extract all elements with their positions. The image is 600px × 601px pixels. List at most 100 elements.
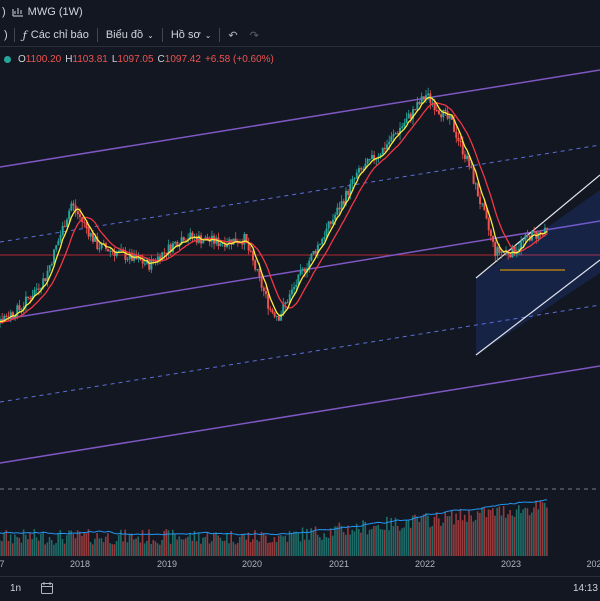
volume-bar xyxy=(543,502,546,556)
volume-bar xyxy=(511,515,514,556)
candle xyxy=(407,113,410,119)
candle xyxy=(42,278,45,289)
volume-bar xyxy=(485,517,488,556)
candle xyxy=(336,207,339,215)
volume-bar xyxy=(226,533,228,556)
volume-bar xyxy=(364,521,367,556)
candle xyxy=(390,136,393,142)
profile-button[interactable]: Hồ sơ ⌄ xyxy=(165,24,218,46)
candle xyxy=(98,248,101,250)
chevron-left-icon[interactable]: ) xyxy=(4,29,8,41)
volume-bar xyxy=(360,532,362,556)
candle xyxy=(5,315,8,318)
volume-bar xyxy=(321,539,323,556)
candle xyxy=(450,115,453,120)
chart-button[interactable]: Biểu đồ ⌄ xyxy=(100,24,160,46)
symbol-label[interactable]: MWG (1W) xyxy=(27,6,83,18)
volume-bar xyxy=(442,522,444,556)
volume-bar xyxy=(53,544,55,556)
candle xyxy=(57,240,60,246)
chart-type-icon[interactable] xyxy=(12,5,24,20)
volume-bar xyxy=(347,525,349,556)
volume-bar xyxy=(524,507,527,556)
volume-bar xyxy=(325,537,328,556)
candle xyxy=(351,179,354,184)
volume-bar xyxy=(18,537,21,556)
candle xyxy=(455,131,458,138)
candle xyxy=(79,214,81,218)
volume-bar xyxy=(429,527,431,556)
redo-icon[interactable]: ↷ xyxy=(249,29,259,42)
volume-bar xyxy=(267,542,269,556)
volume-bar xyxy=(24,534,27,556)
volume-bar xyxy=(113,544,116,556)
volume-bar xyxy=(314,526,317,556)
candle xyxy=(174,241,177,244)
open-label: O xyxy=(18,54,26,65)
volume-bar xyxy=(461,520,464,556)
volume-bar xyxy=(474,519,477,556)
candle xyxy=(243,233,246,245)
chart-label: Biểu đồ xyxy=(105,29,144,41)
candle xyxy=(342,201,345,205)
volume-bar xyxy=(505,517,507,556)
candle xyxy=(327,221,330,229)
volume-bar xyxy=(83,532,85,556)
volume-bar xyxy=(297,532,300,556)
price-chart[interactable] xyxy=(0,46,600,556)
candle xyxy=(448,115,451,119)
candle xyxy=(66,219,69,227)
volume-bar xyxy=(247,532,250,556)
candle xyxy=(85,222,88,229)
volume-bar xyxy=(241,533,243,556)
volume-bar xyxy=(72,534,75,556)
candle xyxy=(368,158,371,160)
candle xyxy=(122,249,125,252)
volume-bar xyxy=(146,540,148,556)
volume-bar xyxy=(425,513,427,556)
volume-bar xyxy=(204,536,207,556)
candle xyxy=(148,259,151,270)
candle xyxy=(282,303,285,314)
volume-bar xyxy=(14,534,16,556)
candle xyxy=(290,289,293,295)
indicators-button[interactable]: ƒ Các chỉ báo xyxy=(17,24,95,46)
candle xyxy=(117,250,120,253)
undo-icon[interactable]: ↶ xyxy=(228,29,238,42)
candle xyxy=(489,230,492,236)
candle xyxy=(496,247,499,256)
candle xyxy=(20,309,23,311)
volume-bar xyxy=(264,535,267,556)
candle xyxy=(459,141,462,143)
volume-bar xyxy=(383,529,386,556)
volume-bar xyxy=(223,540,226,556)
candle xyxy=(167,244,170,254)
clock-time: 14:13 xyxy=(572,583,598,594)
volume-bar xyxy=(388,530,390,556)
candle xyxy=(226,244,229,247)
candle xyxy=(355,172,358,179)
volume-bar xyxy=(405,520,408,556)
volume-bar xyxy=(479,512,481,556)
low-label: L xyxy=(111,54,118,65)
candle xyxy=(427,93,430,96)
volume-bar xyxy=(68,530,70,556)
candle xyxy=(533,231,536,233)
candle xyxy=(321,239,324,244)
candle xyxy=(22,306,25,310)
high-label: H xyxy=(65,54,73,65)
indicators-label: Các chỉ báo xyxy=(30,29,89,41)
volume-bar xyxy=(312,531,315,556)
candle xyxy=(161,252,164,262)
volume-bar xyxy=(215,532,217,556)
candle xyxy=(485,210,488,219)
candle xyxy=(234,238,237,243)
candle xyxy=(316,244,319,254)
candle xyxy=(262,287,265,292)
candle xyxy=(37,288,40,290)
close-value: 1097.42 xyxy=(164,54,201,65)
candle xyxy=(176,241,179,247)
calendar-icon[interactable] xyxy=(40,581,54,598)
candle xyxy=(314,250,317,254)
interval-button[interactable]: 1n xyxy=(10,583,22,594)
